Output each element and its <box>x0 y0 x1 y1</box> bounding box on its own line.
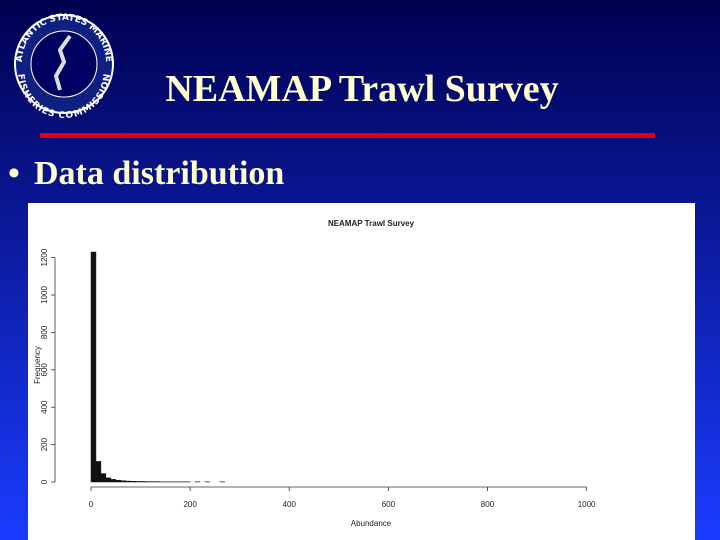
bar <box>125 480 131 483</box>
bar <box>100 473 107 483</box>
logo: ATLANTIC STATES MARINE FISHERIES COMMISS… <box>14 13 114 121</box>
x-axis-label: Abundance <box>351 519 392 528</box>
chart: NEAMAP Trawl Survey Abundance Frequency … <box>33 219 596 528</box>
y-tick-label: 1000 <box>40 286 49 304</box>
bar <box>110 479 117 483</box>
x-tick-label: 200 <box>183 500 197 509</box>
y-tick-label: 600 <box>40 363 49 377</box>
title-rule <box>40 133 655 138</box>
bar <box>120 480 126 483</box>
chart-title: NEAMAP Trawl Survey <box>328 219 415 228</box>
y-tick-label: 200 <box>40 437 49 451</box>
bullet-dot: • <box>8 155 20 192</box>
y-tick-label: 1200 <box>40 248 49 266</box>
logo-coast <box>53 34 72 91</box>
bar <box>90 251 97 483</box>
x-tick-label: 600 <box>382 500 396 509</box>
slide-title: NEAMAP Trawl Survey <box>165 68 558 110</box>
bar <box>135 481 141 483</box>
x-tick-label: 1000 <box>578 500 596 509</box>
x-tick-label: 800 <box>481 500 495 509</box>
y-tick-label: 400 <box>40 400 49 414</box>
chart-panel <box>28 203 695 540</box>
y-tick-label: 0 <box>40 479 49 484</box>
bar <box>95 461 102 483</box>
bar <box>105 477 112 483</box>
bar <box>130 481 136 483</box>
y-tick-label: 800 <box>40 325 49 339</box>
y-axis-label: Frequency <box>33 346 42 384</box>
bar <box>115 480 121 483</box>
x-tick-label: 400 <box>283 500 297 509</box>
bar <box>140 481 146 483</box>
x-tick-label: 0 <box>89 500 94 509</box>
bullet-text: Data distribution <box>34 155 284 192</box>
